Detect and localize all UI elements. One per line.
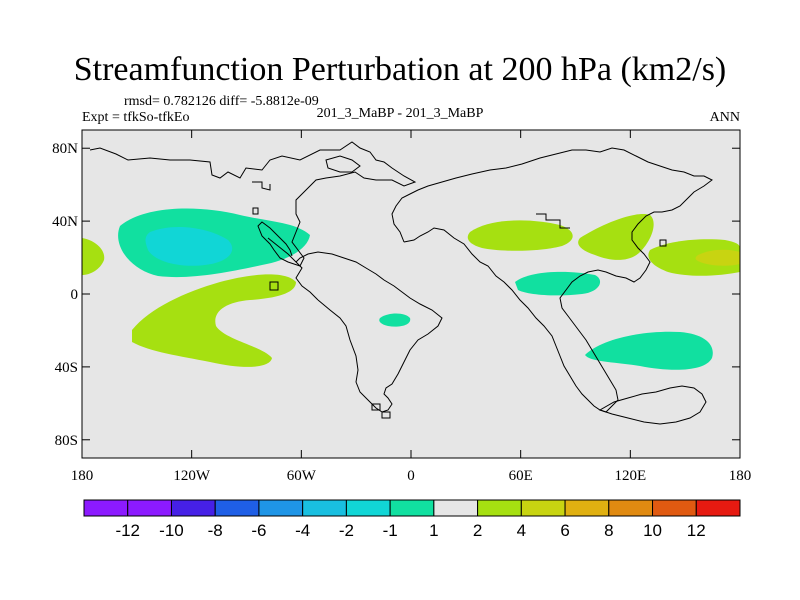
case-label: 201_3_MaBP - 201_3_MaBP <box>316 106 484 121</box>
coast-eurasia-africa <box>391 147 713 413</box>
y-tick-label: 80N <box>52 141 78 157</box>
colorbar-box <box>608 499 654 517</box>
colorbar-label: -8 <box>208 521 223 540</box>
colorbar-box <box>389 499 435 517</box>
y-tick-label: 40N <box>52 214 78 230</box>
region-north-pacific-core <box>145 226 233 266</box>
colorbar-label: 10 <box>643 521 662 540</box>
region-south-pacific-high <box>132 274 296 367</box>
colorbar-box <box>520 499 566 517</box>
colorbar-box <box>214 499 260 517</box>
colorbar-label: -10 <box>159 521 184 540</box>
region-east-asia-high <box>578 214 654 260</box>
x-tick-label: 60E <box>509 468 533 484</box>
x-tick-label: 0 <box>407 468 415 484</box>
colorbar-label: 6 <box>560 521 569 540</box>
colorbar-label: 1 <box>429 521 438 540</box>
plot-area <box>82 130 740 458</box>
coast-antarctic-bits <box>371 403 391 419</box>
coast-central-america <box>267 237 319 301</box>
x-tick-label: 120W <box>173 468 211 484</box>
colorbar-label: -2 <box>339 521 354 540</box>
region-south-indian-low <box>585 331 713 370</box>
coast-north-america <box>89 141 417 267</box>
region-dateline-high <box>648 239 740 276</box>
colorbar-label: 8 <box>604 521 613 540</box>
region-indian-ocean-low <box>515 271 601 296</box>
season-label: ANN <box>709 110 740 125</box>
coast-caribbean <box>252 181 271 215</box>
chart-title: Streamfunction Perturbation at 200 hPa (… <box>73 51 727 88</box>
colorbar-box <box>695 499 741 517</box>
coastlines <box>89 141 713 425</box>
region-dateline-high-core <box>695 249 740 266</box>
colorbar-label: -12 <box>115 521 140 540</box>
colorbar-box <box>127 499 172 517</box>
colorbar-label: -6 <box>251 521 266 540</box>
colorbar-label: -4 <box>295 521 310 540</box>
x-tick-label: 60W <box>287 468 317 484</box>
y-tick-label: 80S <box>55 433 78 449</box>
x-axis: 180 120W 60W 0 60E 120E 180 <box>71 130 752 484</box>
coast-south-america <box>295 251 443 413</box>
coast-australia <box>598 385 707 425</box>
region-atlantic-low <box>379 313 411 327</box>
colorbar-label: 12 <box>687 521 706 540</box>
colorbar-label: -1 <box>383 521 398 540</box>
coast-east-asia-islands <box>269 213 667 291</box>
colorbar-box <box>302 499 347 517</box>
x-tick-label: 180 <box>71 468 94 484</box>
experiment-label: Expt = tfkSo-tfkEo <box>82 110 190 125</box>
colorbar-box <box>652 499 697 517</box>
region-asia-high <box>467 220 573 251</box>
y-axis: 80N 40N 0 40S 80S <box>52 141 740 449</box>
colorbar-box <box>433 499 479 517</box>
coast-greenland <box>325 155 361 173</box>
colorbar-box <box>258 499 304 517</box>
region-dateline-west <box>82 238 105 275</box>
colorbar-label: 4 <box>517 521 526 540</box>
colorbar-box <box>477 499 522 517</box>
y-tick-label: 40S <box>55 360 78 376</box>
x-tick-label: 120E <box>614 468 646 484</box>
rmsd-label: rmsd= 0.782126 diff= -5.8812e-09 <box>124 94 319 109</box>
y-tick-label: 0 <box>71 287 79 303</box>
colorbar: -12 -10 -8 -6 -4 -2 -1 1 2 4 6 8 10 12 <box>83 499 741 540</box>
colorbar-box <box>170 499 216 517</box>
colorbar-box <box>83 499 129 517</box>
colorbar-label: 2 <box>473 521 482 540</box>
x-tick-label: 180 <box>729 468 752 484</box>
anomaly-fields <box>82 208 740 370</box>
colorbar-box <box>345 499 391 517</box>
colorbar-box <box>564 499 610 517</box>
